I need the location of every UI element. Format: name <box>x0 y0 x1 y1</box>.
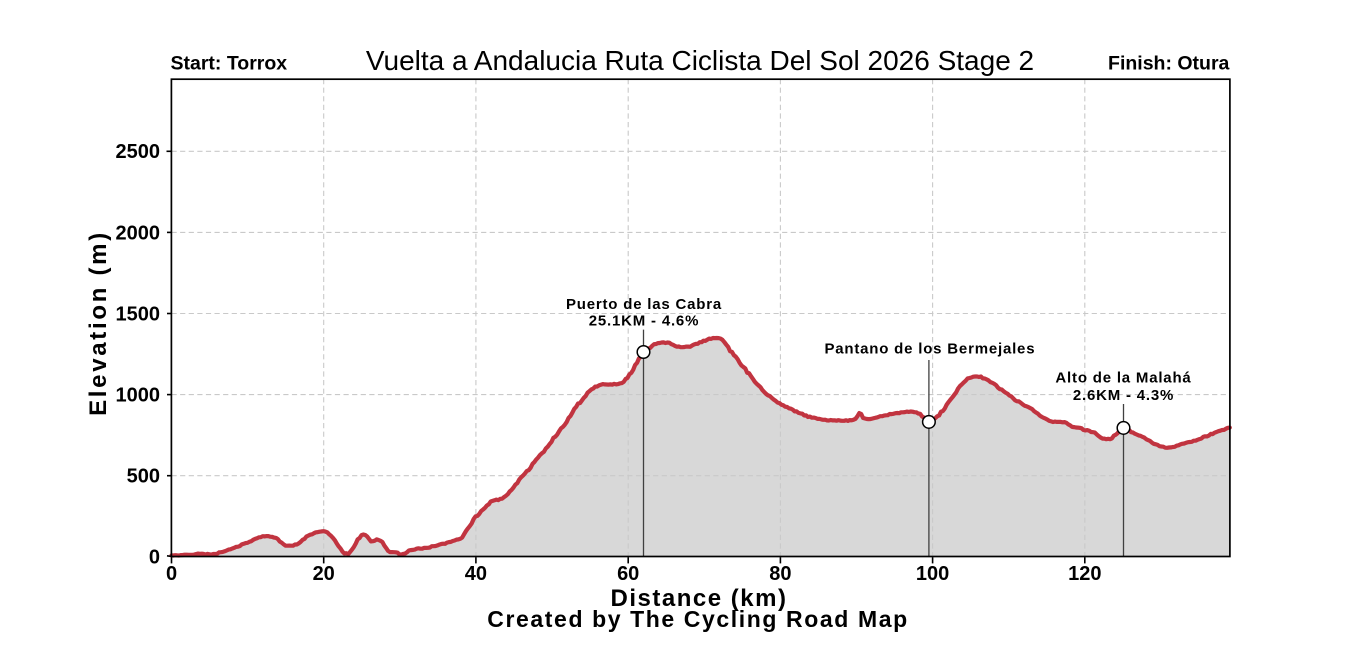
svg-text:2500: 2500 <box>116 141 161 163</box>
svg-text:40: 40 <box>465 563 487 585</box>
svg-text:Distance (km): Distance (km) <box>611 585 788 612</box>
svg-text:Finish: Otura: Finish: Otura <box>1108 53 1229 75</box>
svg-text:Elevation (m): Elevation (m) <box>85 230 112 416</box>
svg-text:500: 500 <box>127 466 160 488</box>
svg-text:Puerto de las Cabra: Puerto de las Cabra <box>566 296 722 313</box>
svg-text:1500: 1500 <box>116 303 161 325</box>
svg-text:Created by The Cycling Road Ma: Created by The Cycling Road Map <box>487 606 909 632</box>
svg-text:1000: 1000 <box>116 385 161 407</box>
svg-text:60: 60 <box>617 563 639 585</box>
svg-text:80: 80 <box>769 563 791 585</box>
svg-text:Alto de la Malahá: Alto de la Malahá <box>1055 370 1191 387</box>
svg-text:2.6KM - 4.3%: 2.6KM - 4.3% <box>1073 387 1174 404</box>
svg-text:0: 0 <box>166 563 177 585</box>
svg-text:0: 0 <box>149 546 160 568</box>
svg-text:20: 20 <box>313 563 335 585</box>
svg-text:Vuelta a Andalucia Ruta Ciclis: Vuelta a Andalucia Ruta Ciclista Del Sol… <box>366 45 1034 76</box>
svg-text:120: 120 <box>1068 563 1101 585</box>
svg-text:2000: 2000 <box>116 222 161 244</box>
svg-text:100: 100 <box>916 563 949 585</box>
svg-text:Start: Torrox: Start: Torrox <box>171 53 288 75</box>
svg-text:25.1KM - 4.6%: 25.1KM - 4.6% <box>589 312 699 329</box>
svg-text:Pantano de los Bermejales: Pantano de los Bermejales <box>824 341 1035 358</box>
